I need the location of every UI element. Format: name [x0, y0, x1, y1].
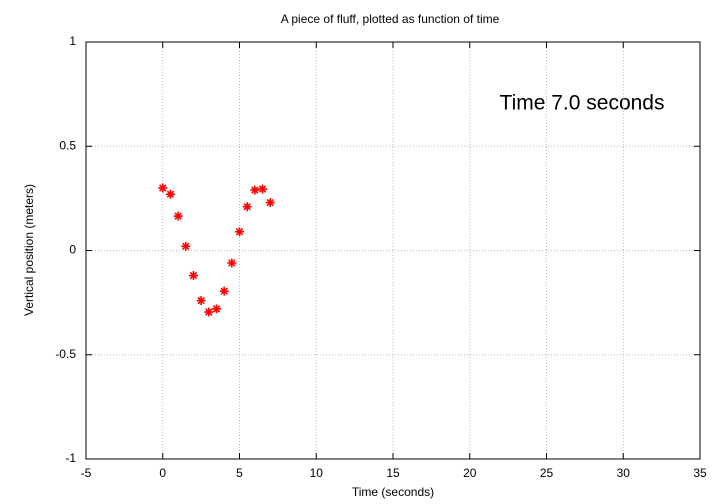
y-axis-label: Vertical position (meters) [22, 184, 36, 316]
point [165, 189, 175, 199]
point-stroke [258, 185, 267, 193]
point-stroke [235, 228, 244, 236]
point-stroke [174, 212, 182, 220]
x-tick-label: 35 [693, 466, 707, 480]
point [188, 271, 198, 281]
point-stroke [159, 184, 167, 192]
point [258, 184, 268, 194]
x-tick-label: -5 [81, 466, 92, 480]
point [181, 241, 191, 251]
point [204, 307, 214, 317]
y-tick-label: 0 [69, 243, 76, 257]
point [173, 211, 183, 221]
point-stroke [205, 308, 213, 316]
x-tick-label: 10 [310, 466, 324, 480]
y-tick-label: 1 [69, 34, 76, 48]
point [242, 202, 252, 212]
annotation: Time 7.0 seconds [500, 92, 665, 115]
point-stroke [220, 287, 228, 295]
x-tick-label: 0 [159, 466, 166, 480]
point-stroke [251, 186, 259, 194]
chart-title: A piece of fluff, plotted as function of… [281, 12, 500, 26]
point-stroke [228, 259, 236, 267]
x-tick-label: 30 [617, 466, 631, 480]
y-tick-label: -1 [65, 451, 76, 465]
point-stroke [243, 202, 251, 211]
x-tick-label: 20 [463, 466, 477, 480]
x-tick-label: 5 [236, 466, 243, 480]
point [211, 304, 221, 314]
point [250, 185, 260, 195]
plot-frame [85, 41, 701, 460]
point [196, 296, 206, 306]
point-stroke [212, 305, 221, 313]
point-stroke [166, 190, 175, 198]
x-axis-label: Time (seconds) [352, 485, 434, 499]
point [219, 286, 229, 296]
y-tick-label: 0.5 [59, 138, 76, 152]
point [235, 227, 244, 237]
x-tick-label: 15 [386, 466, 400, 480]
point [265, 198, 275, 208]
point [158, 183, 168, 193]
point-stroke [182, 242, 190, 251]
point-stroke [189, 271, 198, 280]
point-stroke [197, 296, 205, 305]
point [227, 258, 237, 268]
y-tick-label: -0.5 [55, 347, 76, 361]
x-tick-label: 25 [540, 466, 554, 480]
point-stroke [266, 198, 274, 207]
